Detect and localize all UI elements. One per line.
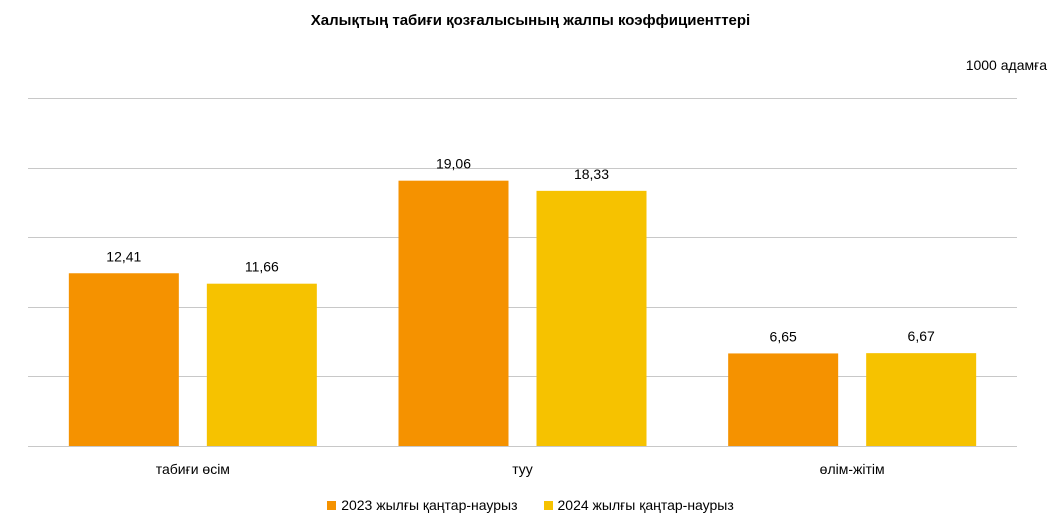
bar-value-label: 19,06	[436, 156, 471, 172]
bar	[536, 190, 647, 446]
legend: 2023 жылғы қаңтар-наурыз 2024 жылғы қаңт…	[0, 497, 1061, 513]
legend-label-2024: 2024 жылғы қаңтар-наурыз	[557, 497, 734, 513]
category-label: табиғи өсім	[156, 461, 230, 477]
bar	[206, 283, 317, 446]
bar-value-label: 6,67	[908, 328, 935, 344]
legend-swatch-2024	[543, 500, 553, 510]
bar	[866, 353, 977, 446]
bars	[68, 180, 977, 446]
category-labels: табиғи өсім туу өлім-жітім	[156, 461, 885, 477]
category-label: туу	[512, 461, 533, 477]
bar	[398, 180, 509, 446]
category-label: өлім-жітім	[820, 461, 885, 477]
legend-swatch-2023	[327, 500, 337, 510]
bar	[68, 273, 179, 446]
bar-value-label: 6,65	[770, 328, 797, 344]
legend-item-2023: 2023 жылғы қаңтар-наурыз	[327, 497, 518, 513]
legend-label-2023: 2023 жылғы қаңтар-наурыз	[341, 497, 518, 513]
chart-title: Халықтың табиғи қозғалысының жалпы коэфф…	[310, 12, 751, 29]
legend-item-2024: 2024 жылғы қаңтар-наурыз	[543, 497, 734, 513]
bar	[728, 353, 839, 446]
bar-value-label: 18,33	[574, 166, 609, 182]
unit-label: 1000 адамға	[965, 57, 1047, 73]
bar-labels: 12,41 11,66 19,06 18,33 6,65 6,67	[106, 156, 935, 345]
bar-value-label: 12,41	[106, 248, 141, 264]
gridlines	[28, 98, 1017, 447]
bar-value-label: 11,66	[245, 259, 279, 275]
